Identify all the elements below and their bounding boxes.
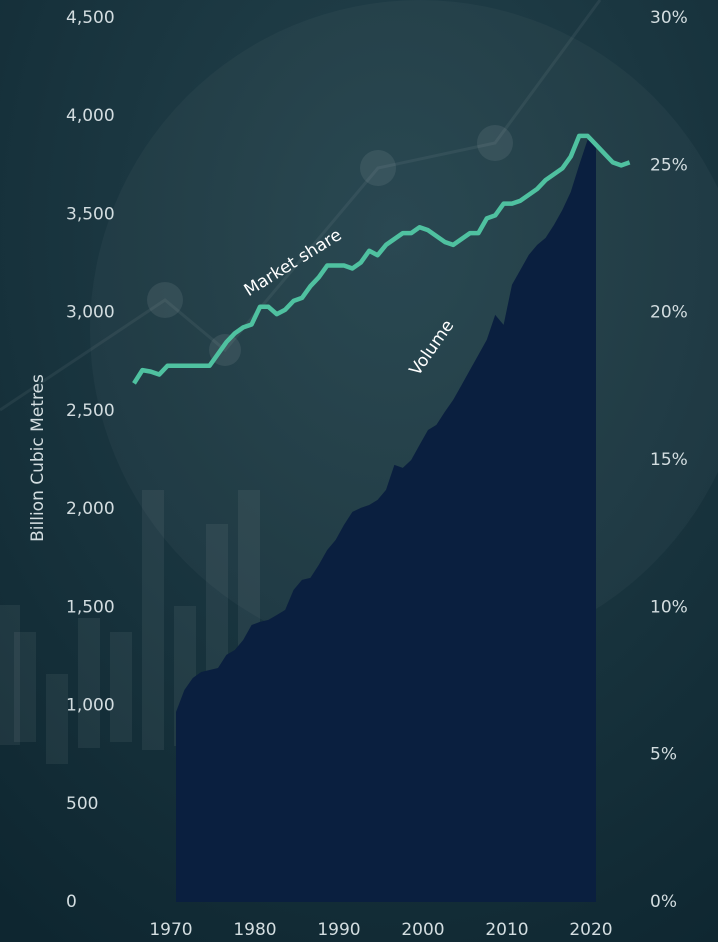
y2-tick-label: 20%	[650, 303, 688, 323]
y-tick-label: 4,500	[66, 8, 115, 28]
y2-tick-label: 30%	[650, 8, 688, 28]
y2-tick-label: 0%	[650, 892, 677, 912]
y-tick-label: 4,000	[66, 106, 115, 126]
y-tick-label: 1,500	[66, 597, 115, 617]
share-line	[132, 133, 631, 385]
x-tick-label: 2020	[569, 920, 612, 940]
y2-tick-label: 10%	[650, 597, 688, 617]
y-tick-label: 3,500	[66, 204, 115, 224]
y2-tick-label: 5%	[650, 745, 677, 765]
y-tick-label: 3,000	[66, 303, 115, 323]
x-tick-label: 2010	[485, 920, 528, 940]
y-tick-label: 1,000	[66, 696, 115, 716]
y-axis-title: Billion Cubic Metres	[28, 374, 48, 542]
x-tick-label: 1970	[149, 920, 192, 940]
y2-tick-label: 25%	[650, 155, 688, 175]
x-tick-label: 2000	[401, 920, 444, 940]
x-tick-label: 1980	[233, 920, 276, 940]
y-tick-label: 2,000	[66, 499, 115, 519]
y2-tick-label: 15%	[650, 450, 688, 470]
x-tick-label: 1990	[317, 920, 360, 940]
y-tick-label: 0	[66, 892, 77, 912]
y-tick-label: 500	[66, 794, 98, 814]
volume-area	[176, 139, 596, 903]
y-tick-label: 2,500	[66, 401, 115, 421]
